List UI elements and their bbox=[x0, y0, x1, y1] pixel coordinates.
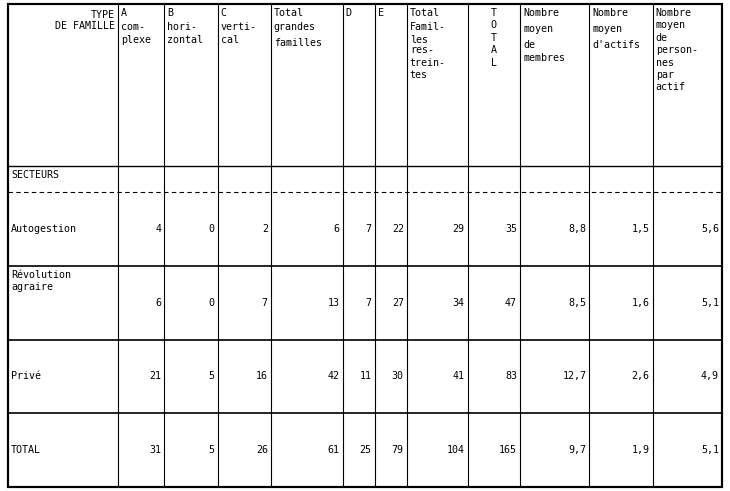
Text: 47: 47 bbox=[505, 298, 517, 308]
Text: Total: Total bbox=[410, 8, 440, 18]
Text: 26: 26 bbox=[255, 445, 268, 455]
Text: Nombre: Nombre bbox=[523, 8, 559, 18]
Text: 6: 6 bbox=[334, 224, 339, 234]
Text: moyen: moyen bbox=[523, 24, 553, 34]
Text: B: B bbox=[167, 8, 173, 18]
Text: res-
trein-
tes: res- trein- tes bbox=[410, 46, 446, 80]
Text: C: C bbox=[220, 8, 226, 18]
Text: de: de bbox=[523, 40, 535, 50]
Text: 0: 0 bbox=[209, 224, 215, 234]
Text: 7: 7 bbox=[262, 298, 268, 308]
Text: 1,9: 1,9 bbox=[631, 445, 650, 455]
Text: Autogestion: Autogestion bbox=[11, 224, 77, 234]
Text: 5,1: 5,1 bbox=[701, 445, 719, 455]
Text: grandes: grandes bbox=[274, 23, 316, 32]
Text: d'actifs: d'actifs bbox=[592, 40, 640, 50]
Text: membres: membres bbox=[523, 54, 565, 63]
Text: 5,1: 5,1 bbox=[701, 298, 719, 308]
Text: Révolution
agraire: Révolution agraire bbox=[11, 270, 71, 292]
Text: 7: 7 bbox=[366, 298, 372, 308]
Text: verti-
cal: verti- cal bbox=[220, 23, 256, 45]
Text: 31: 31 bbox=[150, 445, 161, 455]
Text: 27: 27 bbox=[392, 298, 404, 308]
Text: 104: 104 bbox=[447, 445, 465, 455]
Text: Nombre: Nombre bbox=[592, 8, 629, 18]
Text: 5,6: 5,6 bbox=[701, 224, 719, 234]
Text: D: D bbox=[345, 8, 352, 18]
Text: 12,7: 12,7 bbox=[562, 371, 586, 382]
Text: 4: 4 bbox=[155, 224, 161, 234]
Text: DE FAMILLE: DE FAMILLE bbox=[55, 21, 115, 31]
Text: 2,6: 2,6 bbox=[631, 371, 650, 382]
Text: E: E bbox=[377, 8, 384, 18]
Text: 41: 41 bbox=[453, 371, 465, 382]
Text: 42: 42 bbox=[328, 371, 339, 382]
Text: 7: 7 bbox=[366, 224, 372, 234]
Text: com-
plexe: com- plexe bbox=[121, 23, 151, 45]
Text: hori-
zontal: hori- zontal bbox=[167, 23, 204, 45]
Text: 61: 61 bbox=[328, 445, 339, 455]
Text: 5: 5 bbox=[209, 371, 215, 382]
Text: 0: 0 bbox=[209, 298, 215, 308]
Text: 35: 35 bbox=[505, 224, 517, 234]
Text: 30: 30 bbox=[392, 371, 404, 382]
Text: 1,5: 1,5 bbox=[631, 224, 650, 234]
Text: 83: 83 bbox=[505, 371, 517, 382]
Text: 21: 21 bbox=[150, 371, 161, 382]
Text: 6: 6 bbox=[155, 298, 161, 308]
Text: moyen: moyen bbox=[592, 24, 623, 34]
Text: 79: 79 bbox=[392, 445, 404, 455]
Text: 165: 165 bbox=[499, 445, 517, 455]
Text: T
O
T
A
L: T O T A L bbox=[491, 8, 497, 68]
Text: 25: 25 bbox=[360, 445, 372, 455]
Text: Nombre
moyen
de
person-
nes
par
actif: Nombre moyen de person- nes par actif bbox=[656, 8, 698, 92]
Text: 11: 11 bbox=[360, 371, 372, 382]
Text: 13: 13 bbox=[328, 298, 339, 308]
Text: 5: 5 bbox=[209, 445, 215, 455]
Text: Total: Total bbox=[274, 8, 304, 18]
Text: SECTEURS: SECTEURS bbox=[11, 170, 59, 180]
Text: TOTAL: TOTAL bbox=[11, 445, 41, 455]
Text: 8,8: 8,8 bbox=[569, 224, 586, 234]
Text: 4,9: 4,9 bbox=[701, 371, 719, 382]
Text: 2: 2 bbox=[262, 224, 268, 234]
Text: Famil-
les: Famil- les bbox=[410, 23, 446, 45]
Text: 8,5: 8,5 bbox=[569, 298, 586, 308]
Text: 1,6: 1,6 bbox=[631, 298, 650, 308]
Text: TYPE: TYPE bbox=[91, 10, 115, 20]
Text: 9,7: 9,7 bbox=[569, 445, 586, 455]
Text: 22: 22 bbox=[392, 224, 404, 234]
Text: familles: familles bbox=[274, 38, 322, 48]
Text: 34: 34 bbox=[453, 298, 465, 308]
Text: 16: 16 bbox=[255, 371, 268, 382]
Text: 29: 29 bbox=[453, 224, 465, 234]
Text: Privé: Privé bbox=[11, 371, 41, 382]
Text: A: A bbox=[121, 8, 127, 18]
